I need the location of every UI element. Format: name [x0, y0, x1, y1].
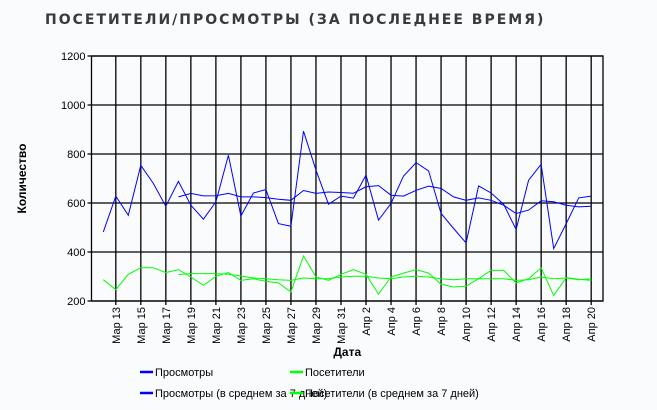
- x-tick-label: Мар 27: [286, 307, 298, 344]
- x-tick-label: Мар 17: [161, 307, 173, 344]
- x-tick-label: Апр 14: [511, 307, 523, 342]
- x-tick-label: Апр 12: [486, 307, 498, 342]
- x-tick-label: Апр 10: [461, 307, 473, 342]
- plot-area: [90, 55, 604, 302]
- x-tick-label: Апр 2: [361, 307, 373, 336]
- y-tick-label: 1200: [61, 51, 85, 63]
- legend-label: Просмотры: [155, 367, 213, 379]
- series-line-1: [102, 254, 592, 297]
- x-tick-label: Мар 15: [136, 307, 148, 344]
- series-line-3: [178, 273, 592, 281]
- x-tick-label: Апр 20: [586, 307, 598, 342]
- series-line-0: [102, 131, 592, 251]
- y-axis-label: Количество: [15, 144, 29, 214]
- x-tick-label: Мар 29: [311, 307, 323, 344]
- chart-title: ПОСЕТИТЕЛИ/ПРОСМОТРЫ (ЗА ПОСЛЕДНЕЕ ВРЕМЯ…: [45, 12, 546, 28]
- x-tick-label: Мар 25: [261, 307, 273, 344]
- series-line-2: [178, 185, 592, 215]
- x-tick-label: Апр 8: [436, 307, 448, 336]
- y-tick-label: 600: [67, 198, 85, 210]
- x-tick-label: Апр 4: [386, 307, 398, 336]
- y-tick-label: 800: [67, 149, 85, 161]
- x-tick-label: Мар 31: [336, 307, 348, 344]
- legend-label: Посетители (в среднем за 7 дней): [305, 388, 479, 400]
- y-tick-label: 200: [67, 296, 85, 308]
- x-tick-label: Мар 19: [186, 307, 198, 344]
- legend-label: Просмотры (в среднем за 7 дней): [155, 388, 327, 400]
- x-tick-label: Апр 16: [536, 307, 548, 342]
- y-tick-label: 400: [67, 247, 85, 259]
- x-tick-label: Апр 18: [561, 307, 573, 342]
- x-tick-label: Апр 6: [411, 307, 423, 336]
- x-tick-label: Мар 21: [211, 307, 223, 344]
- legend-label: Посетители: [305, 367, 365, 379]
- x-tick-label: Мар 23: [236, 307, 248, 344]
- x-axis-label: Дата: [333, 345, 361, 359]
- x-tick-label: Мар 13: [111, 307, 123, 344]
- y-tick-label: 1000: [61, 100, 85, 112]
